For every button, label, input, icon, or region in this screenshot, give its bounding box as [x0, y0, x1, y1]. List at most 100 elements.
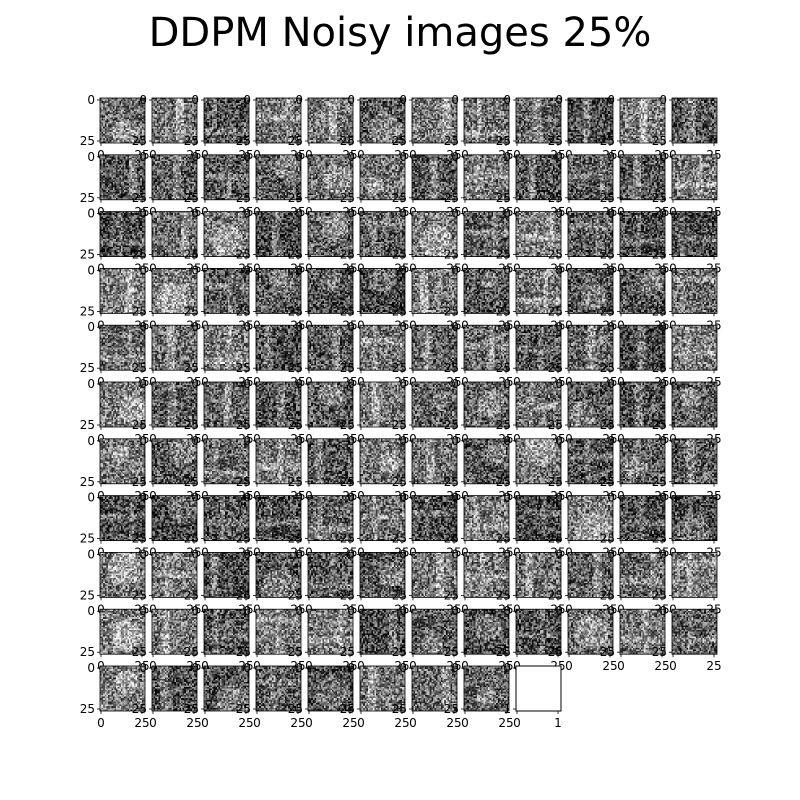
y-tick-label: 25 — [132, 588, 147, 602]
y-tick-label: 25 — [80, 361, 95, 375]
y-tick-label: 0 — [555, 93, 563, 107]
noisy-image — [464, 495, 509, 541]
noisy-image — [152, 325, 197, 371]
x-tick-label: 25 — [498, 716, 513, 730]
noisy-image — [204, 666, 249, 711]
subplot-frame — [515, 211, 562, 258]
y-tick-label: 25 — [80, 191, 95, 205]
noisy-image — [308, 552, 353, 598]
y-tick-label: 0 — [139, 434, 147, 448]
y-tick-label: 25 — [392, 304, 407, 318]
y-tick-label: 0 — [399, 320, 407, 334]
x-tick-label: 0 — [617, 659, 625, 673]
y-tick-label: 25 — [236, 475, 251, 489]
noisy-image — [100, 495, 145, 541]
y-tick-label: 25 — [80, 475, 95, 489]
noisy-image — [516, 552, 561, 598]
subplot-frame — [255, 438, 302, 485]
y-tick-label: 0 — [191, 377, 199, 391]
y-tick-label: 0 — [451, 320, 459, 334]
subplot-frame — [203, 552, 250, 598]
y-tick-label: 25 — [496, 475, 511, 489]
subplot-frame — [619, 495, 666, 542]
y-tick-label: 25 — [288, 361, 303, 375]
y-tick-label: 0 — [139, 604, 147, 618]
subplot-frame — [619, 608, 666, 655]
subplot-frame — [619, 211, 666, 258]
noisy-image — [152, 609, 197, 655]
y-tick-label: 0 — [503, 207, 511, 221]
y-tick-label: 25 — [340, 418, 355, 432]
subplot-frame — [671, 608, 718, 655]
subplot-frame — [567, 154, 614, 201]
y-tick-label: 25 — [548, 588, 563, 602]
subplot-frame — [307, 665, 354, 712]
y-tick-label: 0 — [451, 604, 459, 618]
y-tick-label: 0 — [607, 150, 615, 164]
y-tick-label: 25 — [600, 134, 615, 148]
y-tick-label: 0 — [191, 320, 199, 334]
y-tick-label: 25 — [236, 361, 251, 375]
x-tick-label: 25 — [602, 659, 617, 673]
y-tick-label: 25 — [340, 248, 355, 262]
y-tick-label: 0 — [139, 263, 147, 277]
subplot-frame — [619, 267, 666, 314]
noisy-image — [256, 552, 301, 598]
noisy-image — [620, 438, 665, 484]
x-tick-label: 0 — [513, 716, 521, 730]
y-tick-label: 0 — [347, 377, 355, 391]
subplot-frame — [151, 495, 198, 542]
y-tick-label: 0 — [191, 434, 199, 448]
subplot-frame — [203, 211, 250, 258]
noisy-image — [152, 666, 197, 711]
subplot-frame — [515, 324, 562, 371]
noisy-image — [256, 495, 301, 541]
noisy-image — [360, 495, 405, 541]
noisy-image — [568, 552, 613, 598]
subplot-frame — [515, 608, 562, 655]
noisy-image — [620, 268, 665, 314]
y-tick-label: 25 — [548, 475, 563, 489]
y-tick-label: 25 — [80, 532, 95, 546]
y-tick-label: 0 — [659, 207, 667, 221]
noisy-image — [412, 98, 457, 143]
noisy-image — [204, 268, 249, 314]
y-tick-label: 0 — [659, 320, 667, 334]
subplot-frame — [99, 97, 146, 144]
noisy-image — [256, 98, 301, 143]
y-tick-label: 25 — [496, 134, 511, 148]
y-tick-label: 25 — [392, 475, 407, 489]
y-tick-label: 25 — [340, 304, 355, 318]
x-tick-label: 25 — [446, 716, 461, 730]
y-tick-label: 25 — [132, 361, 147, 375]
y-tick-label: 0 — [139, 150, 147, 164]
y-tick-label: 25 — [496, 645, 511, 659]
y-tick-label: 25 — [288, 418, 303, 432]
y-tick-label: 25 — [340, 645, 355, 659]
noisy-image — [672, 211, 717, 257]
noisy-image — [256, 154, 301, 200]
y-tick-label: 25 — [392, 134, 407, 148]
noisy-image — [204, 438, 249, 484]
noisy-image — [620, 552, 665, 598]
y-tick-label: 0 — [243, 547, 251, 561]
y-tick-label: 0 — [191, 547, 199, 561]
y-tick-label: 0 — [87, 547, 95, 561]
subplot-frame — [203, 324, 250, 371]
noisy-image — [464, 154, 509, 200]
empty-subplot: 010 1 — [503, 661, 561, 730]
y-tick-label: 25 — [340, 702, 355, 716]
y-tick-label: 0 — [243, 661, 251, 675]
noisy-image — [568, 98, 613, 143]
subplot-frame — [359, 552, 406, 598]
y-tick-label: 0 — [451, 263, 459, 277]
